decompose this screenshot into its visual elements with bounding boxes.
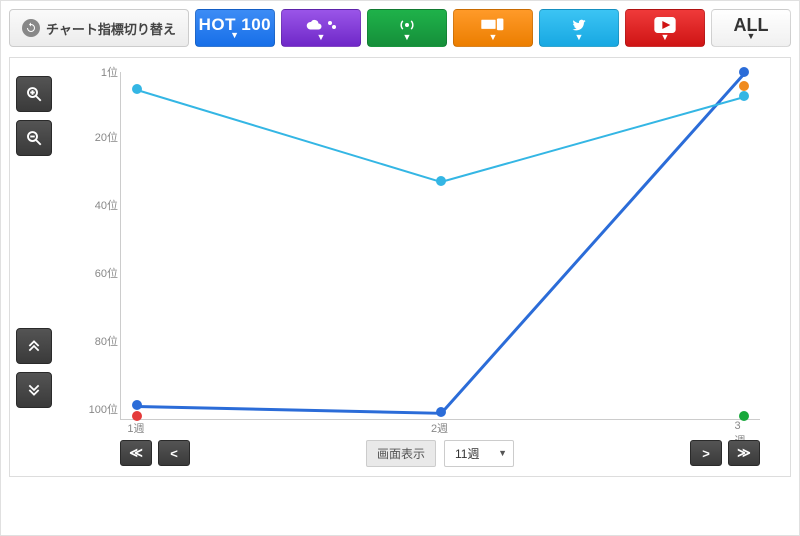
nav-next-button[interactable]: > — [690, 440, 722, 466]
nav-first-button[interactable]: ≪ — [120, 440, 152, 466]
tab-twitter[interactable]: ▼ — [539, 9, 619, 47]
screen-display-label: 画面表示 — [366, 440, 436, 467]
series-point — [132, 400, 142, 410]
y-tick-label: 1位 — [101, 64, 118, 80]
series-line — [137, 405, 441, 414]
tab-radio[interactable]: ▼ — [367, 9, 447, 47]
series-point — [739, 81, 749, 91]
zoom-out-button[interactable] — [16, 120, 52, 156]
series-line — [440, 72, 745, 414]
series-line — [137, 89, 441, 183]
series-point — [436, 176, 446, 186]
tab-hot100[interactable]: HOT 100 ▼ — [195, 9, 275, 47]
chart-plot — [120, 72, 760, 420]
series-point — [132, 84, 142, 94]
chart-switcher[interactable]: チャート指標切り替え — [9, 9, 189, 47]
chevron-down-icon: ▼ — [747, 32, 756, 41]
week-select-value: 11週 — [455, 447, 479, 461]
refresh-icon — [22, 19, 40, 37]
scroll-up-button[interactable] — [16, 328, 52, 364]
chart-switcher-label: チャート指標切り替え — [46, 19, 176, 38]
y-axis: 1位20位40位60位80位100位 — [70, 72, 118, 420]
y-tick-label: 100位 — [89, 401, 118, 417]
nav-prev-button[interactable]: < — [158, 440, 190, 466]
y-tick-label: 60位 — [95, 265, 118, 281]
y-tick-label: 80位 — [95, 333, 118, 349]
tab-youtube[interactable]: ▼ — [625, 9, 705, 47]
chevron-down-icon: ▼ — [316, 33, 325, 42]
x-axis: 1週2週3週 — [120, 420, 760, 436]
tab-bar: チャート指標切り替え HOT 100 ▼ ▼ ▼ ▼ — [9, 9, 791, 47]
tab-all[interactable]: ALL ▼ — [711, 9, 791, 47]
week-select[interactable]: 11週 — [444, 440, 514, 467]
chevron-down-icon: ▼ — [230, 31, 239, 40]
chevron-down-icon: ▼ — [488, 33, 497, 42]
chevron-down-icon: ▼ — [402, 33, 411, 42]
series-line — [440, 96, 744, 183]
nav-last-button[interactable]: ≫ — [728, 440, 760, 466]
scroll-down-button[interactable] — [16, 372, 52, 408]
chart-bottom-controls: ≪ < 画面表示 11週 > ≫ — [120, 438, 760, 468]
chevron-down-icon: ▼ — [574, 33, 583, 42]
y-tick-label: 40位 — [95, 197, 118, 213]
zoom-in-button[interactable] — [16, 76, 52, 112]
x-tick-label: 1週 — [127, 420, 144, 436]
series-point — [739, 67, 749, 77]
tab-lookup[interactable]: ▼ — [453, 9, 533, 47]
chevron-down-icon: ▼ — [661, 33, 670, 42]
series-point — [739, 91, 749, 101]
series-point — [436, 407, 446, 417]
tab-download[interactable]: ▼ — [281, 9, 361, 47]
x-tick-label: 2週 — [431, 420, 448, 436]
chart-panel: 1位20位40位60位80位100位 1週2週3週 ≪ < 画面表示 11週 >… — [9, 57, 791, 477]
y-tick-label: 20位 — [95, 129, 118, 145]
